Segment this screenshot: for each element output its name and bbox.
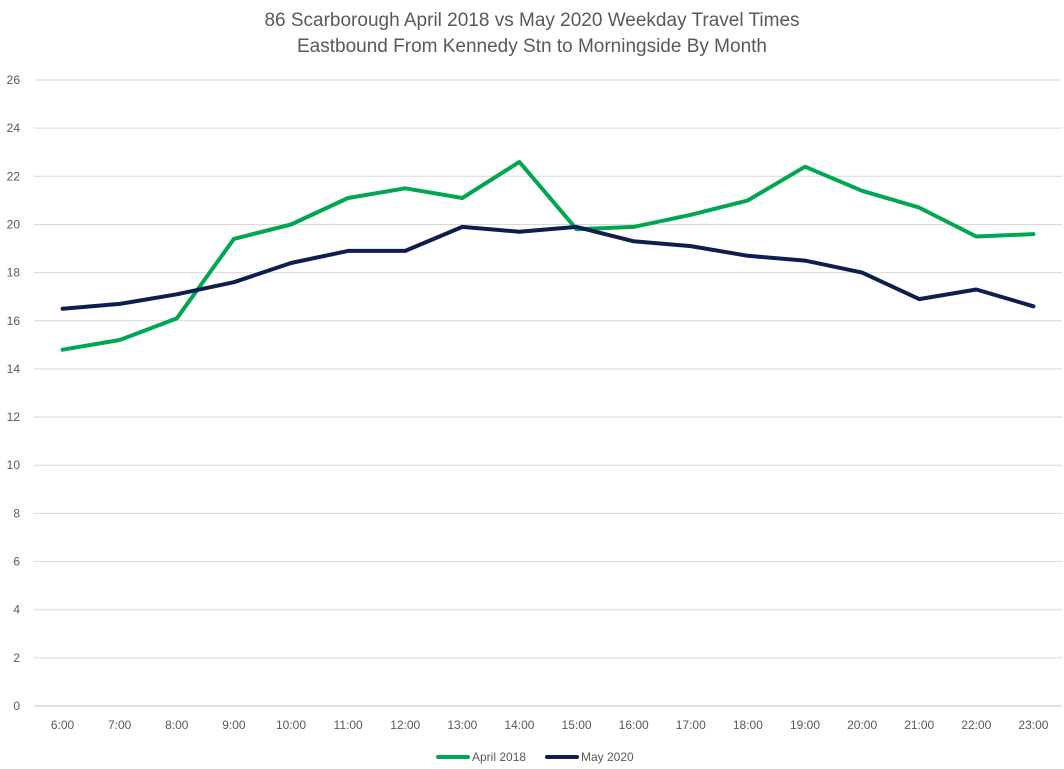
y-tick-label: 26: [7, 73, 21, 87]
x-tick-label: 13:00: [447, 718, 477, 732]
legend-label: April 2018: [472, 750, 526, 764]
y-tick-label: 22: [7, 169, 21, 183]
legend-label: May 2020: [581, 750, 634, 764]
y-tick-label: 18: [7, 266, 21, 280]
x-tick-label: 15:00: [562, 718, 592, 732]
x-tick-label: 14:00: [504, 718, 534, 732]
x-tick-label: 18:00: [733, 718, 763, 732]
chart-subtitle: Eastbound From Kennedy Stn to Morningsid…: [297, 36, 767, 57]
y-tick-label: 6: [13, 555, 20, 569]
y-tick-label: 2: [13, 651, 20, 665]
y-tick-label: 16: [7, 314, 21, 328]
chart-title: 86 Scarborough April 2018 vs May 2020 We…: [264, 10, 800, 31]
series-line-1: [60, 159, 1036, 352]
x-tick-label: 12:00: [390, 718, 420, 732]
x-tick-label: 10:00: [276, 718, 306, 732]
x-tick-label: 7:00: [108, 718, 132, 732]
y-tick-label: 24: [7, 121, 21, 135]
x-tick-label: 20:00: [847, 718, 877, 732]
x-tick-label: 11:00: [334, 718, 363, 732]
gridlines: [34, 79, 1062, 707]
x-tick-label: 8:00: [165, 718, 189, 732]
x-tick-label: 6:00: [51, 718, 75, 732]
y-tick-label: 0: [13, 699, 20, 713]
x-tick-label: 16:00: [619, 718, 649, 732]
y-tick-label: 8: [13, 506, 20, 520]
x-tick-label: 22:00: [961, 718, 991, 732]
y-tick-label: 12: [7, 410, 21, 424]
x-tick-label: 21:00: [904, 718, 934, 732]
x-tick-label: 23:00: [1018, 718, 1048, 732]
x-tick-label: 19:00: [790, 718, 820, 732]
y-tick-label: 10: [7, 458, 21, 472]
y-tick-label: 4: [13, 603, 20, 617]
y-tick-label: 20: [7, 217, 21, 231]
x-tick-label: 9:00: [222, 718, 246, 732]
series-line-2: [60, 224, 1036, 311]
y-tick-label: 14: [7, 362, 21, 376]
x-tick-label: 17:00: [676, 718, 706, 732]
